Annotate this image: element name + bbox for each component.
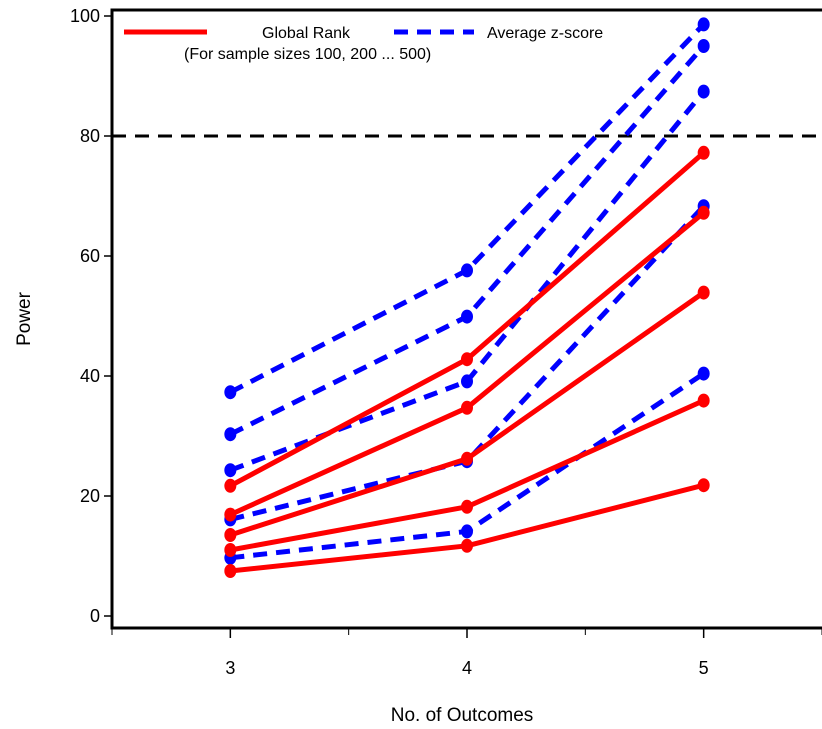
y-tick-label: 60	[80, 246, 100, 266]
global-rank-point	[224, 528, 237, 542]
global-rank-point	[697, 393, 710, 408]
plot-border	[110, 8, 822, 630]
y-axis-title: Power	[14, 291, 35, 346]
global-rank-point	[224, 478, 237, 493]
legend-note: (For sample sizes 100, 200 ... 500)	[184, 46, 431, 63]
global-rank-point	[461, 499, 473, 514]
average-z-score-point	[697, 17, 710, 32]
legend-label-average-z-score: Average z-score	[487, 25, 603, 42]
global-rank-point	[224, 564, 237, 578]
series-layer	[224, 17, 710, 578]
global-rank-point	[461, 400, 473, 415]
global-rank-point	[461, 352, 473, 367]
y-tick-label: 100	[70, 6, 100, 26]
average-z-score-point	[224, 463, 237, 478]
global-rank-point	[697, 478, 710, 493]
y-tick-label: 40	[80, 366, 100, 386]
global-rank-point	[697, 205, 710, 220]
average-z-score-point	[697, 39, 710, 53]
x-axis-title: No. of Outcomes	[391, 705, 534, 726]
axes-layer: 0 20 40 60 80 100 3 4 5	[70, 6, 822, 678]
global-rank-point	[697, 285, 710, 300]
global-rank-point	[697, 145, 710, 160]
average-z-score-point	[697, 84, 710, 99]
legend: Global Rank Average z-score (For sample …	[124, 25, 603, 63]
x-tick-label: 5	[699, 658, 709, 678]
legend-label-global-rank: Global Rank	[262, 25, 351, 42]
x-tick-label: 3	[225, 658, 235, 678]
y-tick-label: 80	[80, 126, 100, 146]
global-rank-point	[461, 538, 473, 553]
y-tick-label: 20	[80, 486, 100, 506]
average-z-score-point	[224, 427, 237, 442]
average-z-score-point	[461, 524, 473, 539]
average-z-score-point	[461, 309, 473, 324]
global-rank-point	[461, 451, 473, 466]
average-z-score-point	[461, 374, 473, 389]
average-z-score-point	[461, 263, 473, 278]
x-tick-label: 4	[462, 658, 472, 678]
global-rank-point	[224, 507, 237, 522]
global-rank-point	[224, 543, 237, 557]
y-tick-label: 0	[90, 606, 100, 626]
average-z-score-point	[224, 385, 237, 400]
plot-frame	[110, 8, 822, 630]
average-z-score-line-4	[229, 22, 706, 395]
average-z-score-point	[697, 366, 710, 381]
